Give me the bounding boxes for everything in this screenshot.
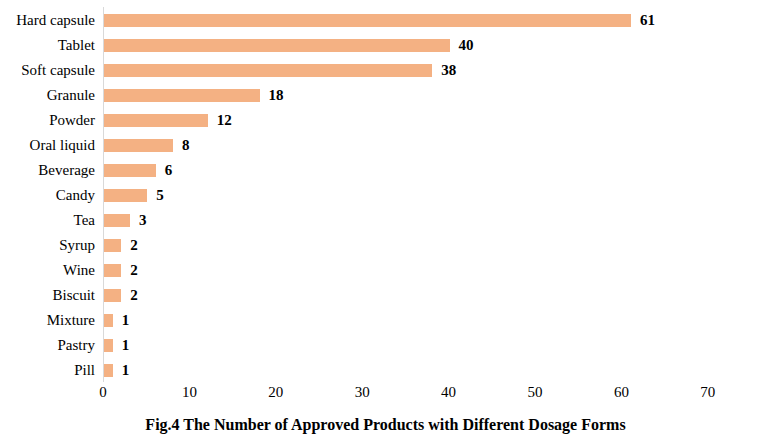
- bar: [104, 364, 113, 377]
- value-label: 2: [130, 237, 138, 254]
- x-tick-label: 30: [355, 384, 370, 401]
- x-tick-label: 70: [700, 384, 715, 401]
- bar-row: Soft capsule 38: [0, 58, 771, 83]
- value-label: 5: [156, 187, 164, 204]
- category-label: Syrup: [0, 233, 104, 258]
- bar: [104, 264, 121, 277]
- value-label: 2: [130, 287, 138, 304]
- bar-row: Beverage 6: [0, 158, 771, 183]
- category-label: Biscuit: [0, 283, 104, 308]
- bar: [104, 314, 113, 327]
- category-label: Wine: [0, 258, 104, 283]
- category-label: Beverage: [0, 158, 104, 183]
- bar-row: Mixture 1: [0, 308, 771, 333]
- bar: [104, 39, 450, 52]
- x-axis: 0 10 20 30 40 50 60 70: [0, 384, 771, 404]
- bar: [104, 139, 173, 152]
- bar-row: Syrup 2: [0, 233, 771, 258]
- category-label: Powder: [0, 108, 104, 133]
- bar-row: Hard capsule 61: [0, 8, 771, 33]
- value-label: 1: [122, 362, 130, 379]
- x-tick-label: 50: [528, 384, 543, 401]
- x-tick-label: 10: [182, 384, 197, 401]
- x-tick-label: 40: [441, 384, 456, 401]
- value-label: 1: [122, 337, 130, 354]
- bar-row: Wine 2: [0, 258, 771, 283]
- bar-row: Pill 1: [0, 358, 771, 383]
- x-tick-label: 60: [614, 384, 629, 401]
- bar-row: Tablet 40: [0, 33, 771, 58]
- bar-rows: Hard capsule61Tablet40Soft capsule38Gran…: [0, 8, 771, 383]
- value-label: 38: [441, 62, 456, 79]
- bar: [104, 239, 121, 252]
- bar: [104, 214, 130, 227]
- bar: [104, 189, 147, 202]
- value-label: 2: [130, 262, 138, 279]
- bar-row: Biscuit 2: [0, 283, 771, 308]
- value-label: 1: [122, 312, 130, 329]
- bar: [104, 339, 113, 352]
- category-label: Granule: [0, 83, 104, 108]
- bar: [104, 89, 260, 102]
- bar-row: Powder 12: [0, 108, 771, 133]
- value-label: 61: [640, 12, 655, 29]
- category-label: Pastry: [0, 333, 104, 358]
- category-label: Pill: [0, 358, 104, 383]
- bar: [104, 114, 208, 127]
- bar-row: Tea 3: [0, 208, 771, 233]
- category-label: Hard capsule: [0, 8, 104, 33]
- bar-row: Pastry 1: [0, 333, 771, 358]
- bar-row: Oral liquid 8: [0, 133, 771, 158]
- value-label: 18: [269, 87, 284, 104]
- category-label: Candy: [0, 183, 104, 208]
- category-label: Oral liquid: [0, 133, 104, 158]
- bar: [104, 289, 121, 302]
- bar-chart-figure: Hard capsule61Tablet40Soft capsule38Gran…: [0, 0, 771, 447]
- value-label: 3: [139, 212, 147, 229]
- category-label: Tablet: [0, 33, 104, 58]
- bar: [104, 14, 631, 27]
- plot-area: Hard capsule61Tablet40Soft capsule38Gran…: [0, 0, 771, 410]
- value-label: 12: [217, 112, 232, 129]
- category-label: Soft capsule: [0, 58, 104, 83]
- x-tick-label: 20: [268, 384, 283, 401]
- bar-row: Granule 18: [0, 83, 771, 108]
- chart-title: Fig.4 The Number of Approved Products wi…: [0, 416, 771, 434]
- value-label: 40: [459, 37, 474, 54]
- category-label: Tea: [0, 208, 104, 233]
- bar: [104, 64, 432, 77]
- category-label: Mixture: [0, 308, 104, 333]
- bar-row: Candy 5: [0, 183, 771, 208]
- x-tick-label: 0: [99, 384, 107, 401]
- value-label: 8: [182, 137, 190, 154]
- bar: [104, 164, 156, 177]
- value-label: 6: [165, 162, 173, 179]
